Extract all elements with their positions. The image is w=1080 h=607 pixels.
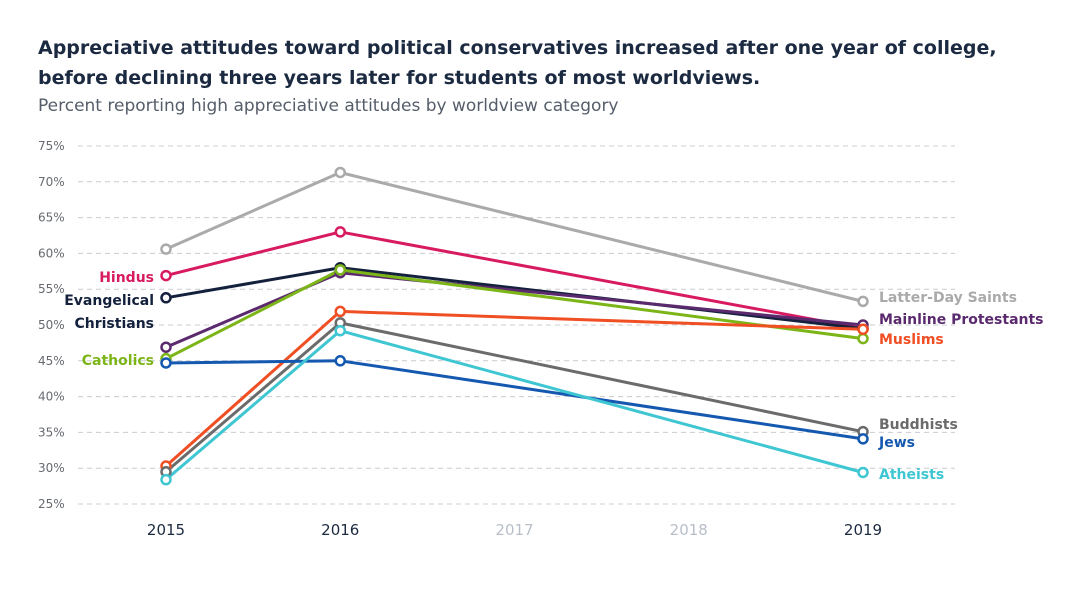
series-label-atheists: Atheists	[879, 467, 944, 483]
series-line-buddhists	[165, 321, 864, 473]
y-tick-label: 35%	[38, 425, 65, 439]
chart-subtitle: Percent reporting high appreciative atti…	[38, 96, 619, 116]
series-labels: Latter-Day Saints Hindus Evangelical Christ…	[64, 270, 1043, 483]
y-tick-label: 50%	[38, 318, 65, 332]
y-tick-label: 30%	[38, 461, 65, 475]
series-label-evangelical-christians: Christians	[74, 316, 154, 332]
series-lines	[165, 170, 864, 481]
series-label-mainline-protestants: Mainline Protestants	[879, 312, 1044, 328]
y-tick-label: 40%	[38, 390, 65, 404]
data-point-hindus	[160, 269, 172, 282]
y-tick-label: 65%	[38, 211, 65, 225]
data-point-catholics	[334, 264, 346, 276]
series-label-latter-day-saints: Latter-Day Saints	[879, 290, 1017, 306]
series-line-atheists	[165, 329, 864, 481]
y-tick-label: 45%	[38, 354, 65, 368]
series-label-muslims: Muslims	[879, 332, 944, 348]
chart-title: Appreciative attitudes toward political …	[38, 37, 997, 89]
data-point-atheists	[160, 473, 172, 486]
data-point-latter-day-saints	[160, 243, 172, 255]
data-point-jews	[160, 357, 172, 369]
y-tick-label: 55%	[38, 282, 65, 296]
series-points	[160, 166, 869, 486]
data-point-jews	[334, 355, 346, 367]
x-tick-label: 2019	[844, 521, 882, 539]
data-point-muslims	[334, 305, 346, 318]
data-point-latter-day-saints	[334, 166, 346, 179]
data-point-evangelical-christians	[160, 292, 172, 304]
series-label-buddhists: Buddhists	[879, 417, 958, 433]
data-point-atheists	[857, 466, 869, 479]
data-point-jews	[857, 433, 869, 445]
series-label-evangelical-christians: Evangelical	[64, 293, 154, 309]
y-tick-label: 70%	[38, 175, 65, 189]
series-label-hindus: Hindus	[99, 270, 154, 286]
x-tick-label: 2016	[321, 521, 359, 539]
y-tick-label: 75%	[38, 139, 65, 153]
series-line-latter-day-saints	[165, 170, 864, 303]
data-point-latter-day-saints	[857, 295, 869, 308]
y-tick-label: 60%	[38, 246, 65, 260]
series-label-catholics: Catholics	[82, 353, 154, 369]
data-point-catholics	[857, 332, 869, 345]
data-point-atheists	[334, 324, 346, 337]
data-point-muslims	[857, 323, 869, 336]
y-tick-label: 25%	[38, 497, 65, 511]
series-label-jews: Jews	[878, 435, 915, 451]
x-tick-label: 2018	[670, 521, 708, 539]
x-tick-label: 2015	[147, 521, 185, 539]
x-axis-ticks: 2015 2016 2017 2018 2019	[147, 521, 882, 539]
y-axis-ticks: 25% 30% 35% 40% 45% 50% 55% 60% 65% 70% 75%	[38, 139, 65, 511]
gridlines	[78, 145, 955, 505]
x-tick-label: 2017	[495, 521, 533, 539]
data-point-hindus	[334, 226, 346, 238]
data-point-mainline-protestants	[160, 341, 172, 353]
